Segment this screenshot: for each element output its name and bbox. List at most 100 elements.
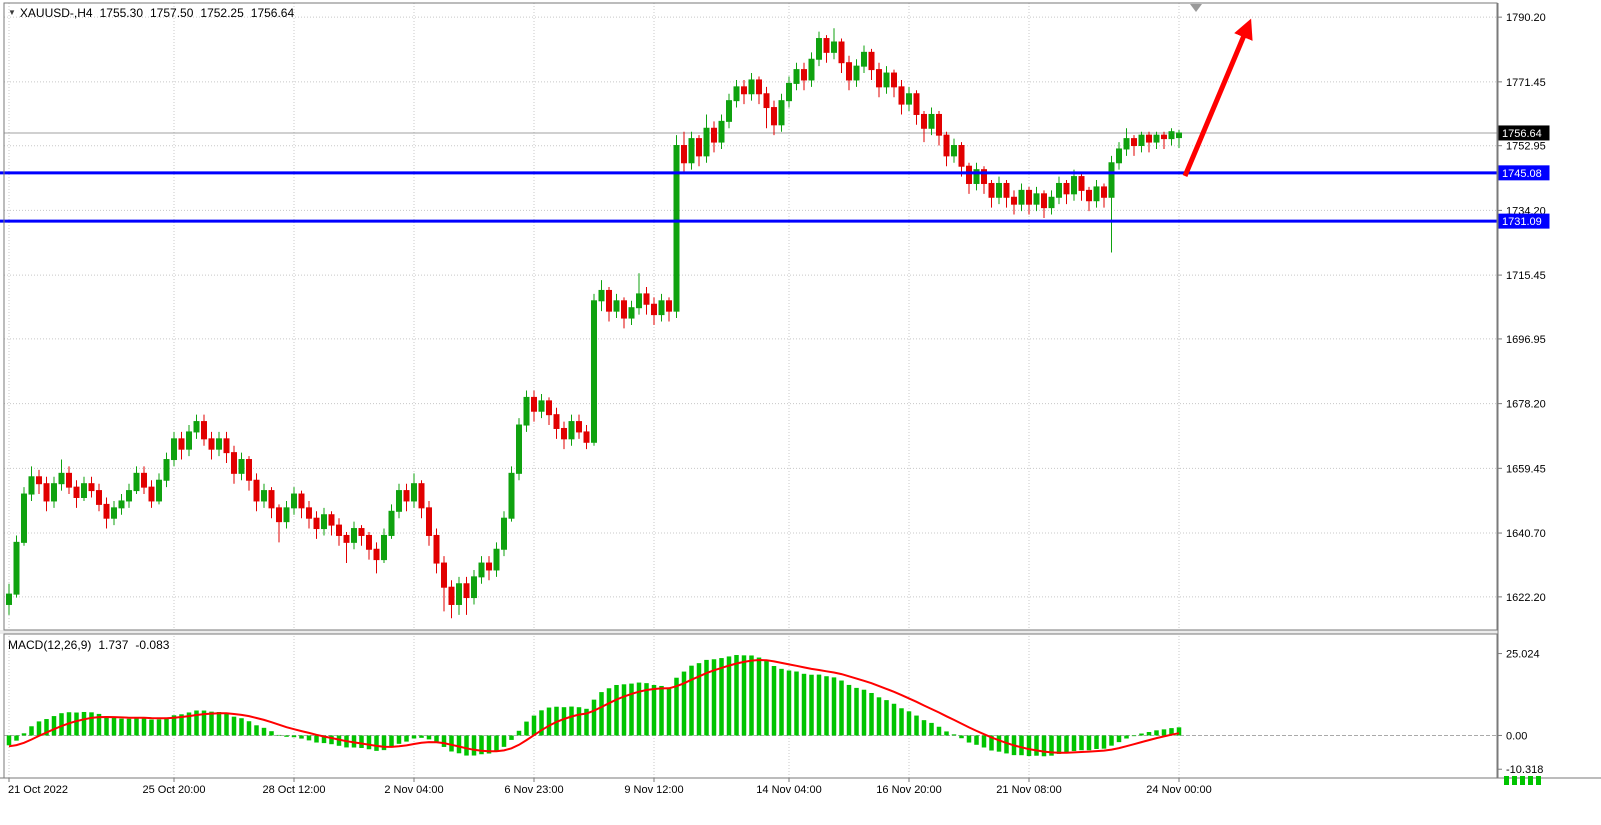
macd-histogram-bar: [149, 719, 154, 736]
candle-bearish: [328, 514, 335, 526]
candle-bearish: [921, 113, 927, 129]
macd-histogram-bar: [404, 735, 409, 742]
macd-histogram-bar: [734, 655, 739, 736]
macd-histogram-bar: [546, 707, 552, 736]
macd-histogram-bar: [839, 680, 844, 736]
ohlc-open-value: 1755.30: [99, 6, 143, 20]
macd-histogram-bar: [359, 735, 364, 748]
candle-bullish: [1176, 132, 1182, 139]
candle-bullish: [861, 51, 867, 67]
candle-bullish: [1093, 186, 1100, 202]
price-scale[interactable]: [1498, 0, 1601, 825]
candle-bearish: [43, 483, 50, 502]
macd-histogram-bar: [201, 710, 207, 736]
candle-bearish: [1086, 189, 1092, 202]
candle-bullish: [1033, 193, 1040, 205]
trend-arrow[interactable]: [1182, 18, 1253, 177]
candle-bearish: [868, 51, 875, 71]
macd-histogram-bar: [479, 735, 484, 755]
macd-histogram-bar: [426, 735, 432, 740]
candle-bullish: [388, 510, 395, 536]
candle-bullish: [688, 138, 695, 164]
macd-histogram-bar: [779, 668, 784, 736]
price-axis-label: 1622.20: [1506, 592, 1546, 604]
time-axis-label: 2 Nov 04:00: [384, 784, 443, 796]
candle-bearish: [958, 145, 965, 167]
candle-bearish: [583, 431, 590, 443]
macd-histogram-bar: [1041, 735, 1047, 757]
candle-bearish: [876, 69, 882, 88]
macd-histogram-bar: [1034, 735, 1039, 756]
macd-histogram-bar: [126, 718, 132, 736]
macd-current-marker: [1536, 776, 1541, 785]
macd-histogram-bar: [81, 711, 87, 736]
macd-scale-label: 0.00: [1506, 730, 1527, 742]
candle-bullish: [816, 38, 822, 60]
macd-histogram-bar: [381, 735, 387, 751]
macd-histogram-bar: [681, 671, 687, 736]
macd-histogram-bar: [1004, 735, 1009, 754]
price-plot-area[interactable]: [4, 3, 1497, 630]
macd-histogram-bar: [884, 700, 889, 736]
macd-main-value: 1.737: [98, 638, 129, 652]
candle-bullish: [126, 490, 132, 502]
macd-histogram-bar: [434, 735, 439, 743]
hline-price-badge: [1498, 213, 1550, 229]
macd-histogram-bar: [1116, 735, 1122, 743]
candle-bearish: [223, 438, 230, 454]
candle-bullish: [238, 459, 245, 474]
macd-histogram-bar: [389, 735, 394, 748]
candle-bearish: [366, 534, 372, 550]
price-axis-label: 1640.70: [1506, 528, 1546, 540]
macd-histogram-bar: [1071, 735, 1077, 752]
macd-histogram-bar: [614, 684, 619, 736]
candle-bearish: [1146, 134, 1152, 143]
candle-bullish: [351, 528, 357, 543]
hline-price-badge-text: 1731.09: [1502, 216, 1542, 228]
time-scale[interactable]: [0, 778, 1498, 825]
time-axis-label: 28 Oct 12:00: [263, 784, 326, 796]
candle-bearish: [426, 507, 432, 536]
candle-bearish: [823, 38, 830, 53]
candle-bearish: [741, 86, 747, 95]
candle-bearish: [231, 452, 237, 474]
candle-bullish: [21, 493, 27, 543]
macd-histogram-bar: [299, 735, 304, 739]
macd-indicator-label: MACD(12,26,9) 1.737 -0.083: [8, 638, 169, 652]
macd-histogram-bar: [704, 659, 709, 736]
macd-histogram-bar: [1056, 735, 1062, 754]
candle-bearish: [898, 86, 905, 105]
macd-histogram-bar: [374, 735, 379, 751]
price-axis-label: 1696.95: [1506, 334, 1546, 346]
macd-histogram-bar: [959, 735, 964, 739]
candle-bullish: [673, 145, 680, 312]
candle-bearish: [448, 586, 455, 605]
ohlc-low-value: 1752.25: [200, 6, 244, 20]
candle-bullish: [973, 169, 980, 184]
macd-histogram-bar: [539, 710, 544, 736]
macd-histogram-bar: [996, 735, 1002, 752]
candle-bearish: [801, 69, 807, 81]
candle-bearish: [418, 483, 425, 509]
candle-bullish: [1123, 138, 1130, 150]
symbol-dropdown-icon[interactable]: ▼: [8, 8, 16, 17]
macd-histogram-bar: [494, 735, 499, 752]
candle-bullish: [1018, 189, 1025, 205]
candle-bullish: [13, 541, 20, 595]
macd-histogram-bar: [824, 676, 829, 736]
macd-histogram-bar: [516, 730, 522, 736]
panel-separator[interactable]: [0, 630, 1601, 634]
candle-bearish: [403, 490, 410, 502]
macd-histogram-bar: [1154, 730, 1159, 736]
candle-bullish: [456, 583, 462, 605]
candle-bearish: [756, 79, 762, 95]
macd-histogram-bar: [396, 735, 402, 744]
macd-histogram-bar: [486, 735, 492, 754]
candle-bullish: [658, 300, 665, 316]
macd-histogram-bar: [524, 721, 529, 736]
candle-bearish: [913, 93, 920, 115]
macd-histogram-bar: [629, 683, 634, 736]
candle-bullish: [628, 307, 635, 319]
